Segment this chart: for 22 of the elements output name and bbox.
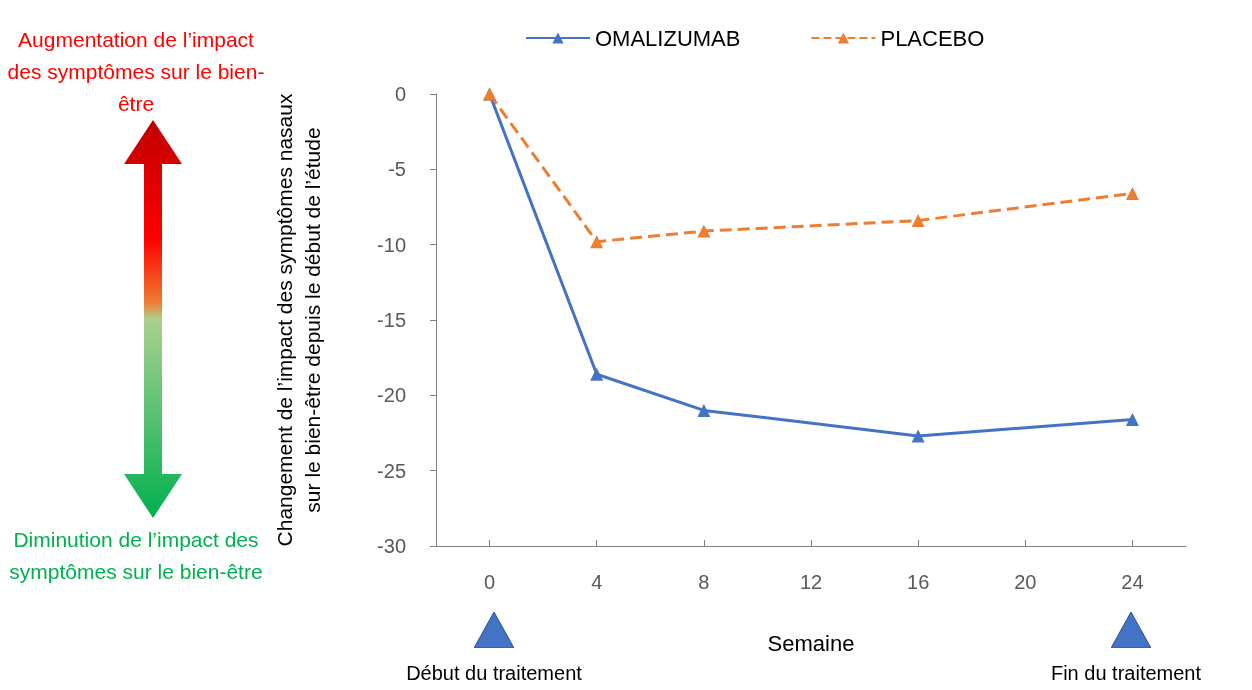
y-tick-label: -20 [377, 384, 406, 407]
y-tick-label: -25 [377, 459, 406, 482]
y-tick-label: -30 [377, 535, 406, 557]
legend-label: OMALIZUMAB [595, 25, 741, 51]
x-tick-label: 24 [1121, 571, 1144, 593]
text: Début du traitement [405, 662, 583, 685]
x-tick-label: 20 [1014, 571, 1037, 593]
x-tick-label: 4 [591, 571, 603, 593]
x-tick-label: 16 [907, 571, 930, 593]
y-axis-title: Changement de l’impact des symptômes nasaux sur le bien-être depuis le début de l’étude [272, 93, 324, 547]
y-tick-label: -15 [377, 309, 406, 331]
y-tick-label: -10 [377, 233, 406, 256]
legend-label: PLACEBO [880, 25, 985, 51]
x-axis-title: Semaine [767, 630, 855, 656]
text: Diminution de l’impact des symptômes sur le bien-être [8, 527, 264, 585]
text: Fin du traitement [1049, 662, 1203, 685]
x-tick-label: 8 [698, 571, 710, 593]
y-tick-label: 0 [394, 83, 406, 105]
y-tick-label: -5 [388, 158, 406, 181]
x-tick-label: 0 [484, 571, 496, 593]
text: Augmentation de l’impact des symptômes sur le bien-être [6, 27, 266, 117]
x-tick-label: 12 [799, 571, 823, 593]
